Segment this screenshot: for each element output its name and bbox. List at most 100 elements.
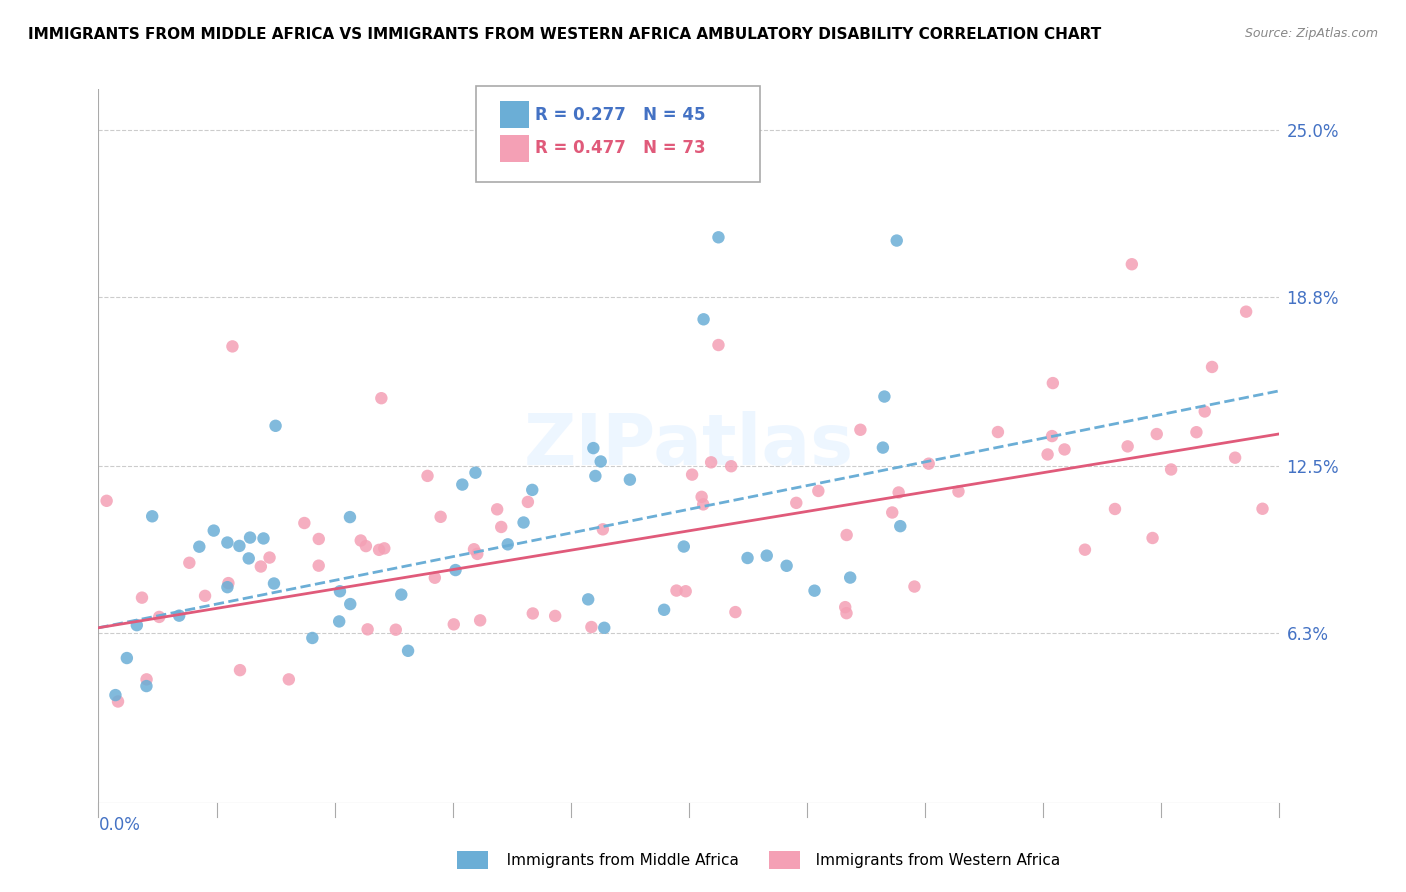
Immigrants from Western Africa xyxy=(1201,359,1223,374)
Immigrants from Middle Africa xyxy=(339,510,361,524)
Immigrants from Western Africa xyxy=(675,584,697,599)
Immigrants from Western Africa xyxy=(443,617,465,632)
Immigrants from Western Africa xyxy=(1142,531,1164,545)
Immigrants from Middle Africa xyxy=(755,549,778,563)
Immigrants from Western Africa xyxy=(785,496,807,510)
Immigrants from Western Africa xyxy=(707,338,730,352)
Immigrants from Western Africa xyxy=(308,558,330,573)
Immigrants from Middle Africa xyxy=(582,441,605,455)
Immigrants from Western Africa xyxy=(229,663,252,677)
Immigrants from Middle Africa xyxy=(217,535,239,549)
Immigrants from Western Africa xyxy=(250,559,273,574)
Immigrants from Middle Africa xyxy=(239,531,262,545)
Immigrants from Western Africa xyxy=(835,528,858,542)
Text: R = 0.477   N = 73: R = 0.477 N = 73 xyxy=(536,139,706,157)
Immigrants from Western Africa xyxy=(1251,501,1274,516)
Immigrants from Western Africa xyxy=(516,495,538,509)
Immigrants from Middle Africa xyxy=(328,615,350,629)
Immigrants from Middle Africa xyxy=(167,608,190,623)
Immigrants from Western Africa xyxy=(221,339,243,353)
Immigrants from Middle Africa xyxy=(263,576,285,591)
Immigrants from Western Africa xyxy=(1194,404,1216,418)
Immigrants from Western Africa xyxy=(489,520,512,534)
Bar xyxy=(501,135,530,162)
Immigrants from Middle Africa xyxy=(444,563,467,577)
Bar xyxy=(457,851,488,869)
Immigrants from Western Africa xyxy=(1116,439,1139,453)
Immigrants from Western Africa xyxy=(350,533,373,548)
Immigrants from Western Africa xyxy=(423,571,446,585)
Immigrants from Middle Africa xyxy=(886,234,908,248)
Immigrants from Western Africa xyxy=(849,423,872,437)
Immigrants from Middle Africa xyxy=(496,537,519,551)
Immigrants from Western Africa xyxy=(1223,450,1246,465)
Immigrants from Western Africa xyxy=(486,502,509,516)
Text: R = 0.277   N = 45: R = 0.277 N = 45 xyxy=(536,106,706,124)
Immigrants from Western Africa xyxy=(948,484,970,499)
Immigrants from Middle Africa xyxy=(339,597,361,611)
Immigrants from Western Africa xyxy=(259,550,281,565)
Immigrants from Western Africa xyxy=(1074,542,1097,557)
Immigrants from Western Africa xyxy=(1185,425,1208,440)
Immigrants from Western Africa xyxy=(384,623,406,637)
Immigrants from Middle Africa xyxy=(589,454,612,468)
Immigrants from Western Africa xyxy=(217,576,239,591)
Immigrants from Middle Africa xyxy=(576,592,599,607)
Immigrants from Middle Africa xyxy=(619,473,641,487)
Immigrants from Western Africa xyxy=(1036,447,1059,461)
Immigrants from Western Africa xyxy=(1160,462,1182,476)
Immigrants from Western Africa xyxy=(544,608,567,623)
Immigrants from Western Africa xyxy=(834,600,856,615)
Immigrants from Middle Africa xyxy=(672,540,695,554)
Immigrants from Middle Africa xyxy=(238,551,260,566)
Immigrants from Western Africa xyxy=(179,556,201,570)
Immigrants from Western Africa xyxy=(903,580,925,594)
Immigrants from Middle Africa xyxy=(889,519,911,533)
Immigrants from Western Africa xyxy=(463,542,485,557)
Text: Source: ZipAtlas.com: Source: ZipAtlas.com xyxy=(1244,27,1378,40)
Immigrants from Middle Africa xyxy=(652,603,675,617)
Immigrants from Western Africa xyxy=(356,623,378,637)
Immigrants from Western Africa xyxy=(382,15,405,29)
Immigrants from Western Africa xyxy=(416,469,439,483)
Immigrants from Western Africa xyxy=(1042,376,1064,390)
Immigrants from Western Africa xyxy=(1053,442,1076,457)
Immigrants from Western Africa xyxy=(835,606,858,620)
Immigrants from Middle Africa xyxy=(141,509,163,524)
Immigrants from Middle Africa xyxy=(737,551,759,566)
Immigrants from Western Africa xyxy=(1121,257,1143,271)
Immigrants from Western Africa xyxy=(887,485,910,500)
Immigrants from Middle Africa xyxy=(464,466,486,480)
Immigrants from Western Africa xyxy=(1146,427,1168,442)
Immigrants from Western Africa xyxy=(107,694,129,708)
Immigrants from Western Africa xyxy=(373,541,395,556)
Immigrants from Middle Africa xyxy=(301,631,323,645)
Immigrants from Middle Africa xyxy=(135,679,157,693)
Immigrants from Middle Africa xyxy=(775,558,797,573)
Immigrants from Western Africa xyxy=(148,610,170,624)
Text: Immigrants from Western Africa: Immigrants from Western Africa xyxy=(801,854,1060,868)
Immigrants from Middle Africa xyxy=(329,584,352,599)
Immigrants from Middle Africa xyxy=(264,418,287,433)
Immigrants from Middle Africa xyxy=(873,390,896,404)
Immigrants from Western Africa xyxy=(277,673,299,687)
Immigrants from Middle Africa xyxy=(803,583,825,598)
Immigrants from Middle Africa xyxy=(115,651,138,665)
Immigrants from Western Africa xyxy=(194,589,217,603)
Immigrants from Western Africa xyxy=(96,493,118,508)
Immigrants from Middle Africa xyxy=(707,230,730,244)
Bar xyxy=(501,102,530,128)
Immigrants from Western Africa xyxy=(468,613,491,627)
Immigrants from Western Africa xyxy=(690,490,713,504)
Immigrants from Middle Africa xyxy=(692,312,714,326)
Immigrants from Middle Africa xyxy=(451,477,474,491)
Text: ZIPatlas: ZIPatlas xyxy=(524,411,853,481)
Immigrants from Western Africa xyxy=(292,516,315,530)
Immigrants from Middle Africa xyxy=(522,483,544,497)
Immigrants from Western Africa xyxy=(429,509,451,524)
Immigrants from Western Africa xyxy=(987,425,1010,439)
Immigrants from Western Africa xyxy=(724,605,747,619)
Text: Immigrants from Middle Africa: Immigrants from Middle Africa xyxy=(492,854,740,868)
Immigrants from Middle Africa xyxy=(188,540,211,554)
Immigrants from Middle Africa xyxy=(104,688,127,702)
